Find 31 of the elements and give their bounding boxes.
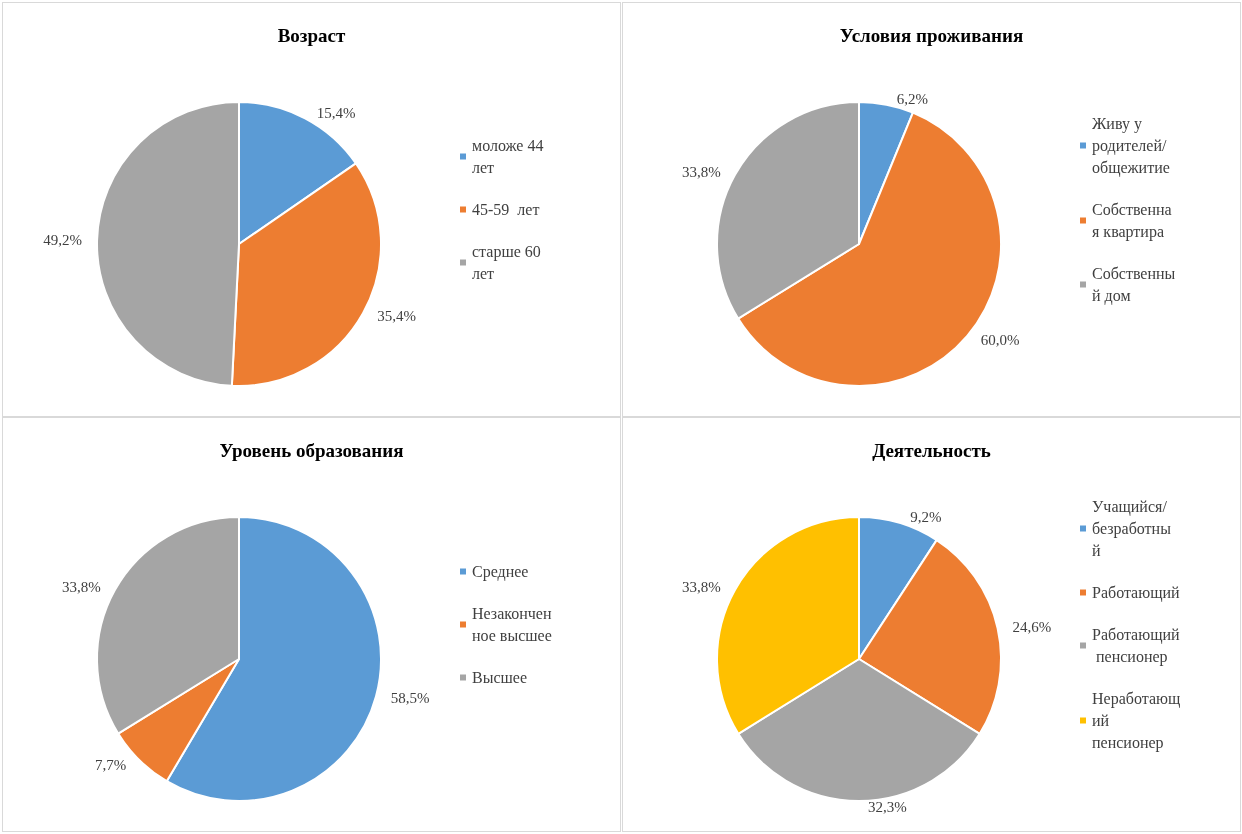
chart-title: Уровень образования bbox=[219, 440, 404, 461]
data-label: 49,2% bbox=[43, 232, 83, 249]
chart-title: Деятельность bbox=[872, 440, 991, 461]
chart-title: Условия проживания bbox=[839, 25, 1024, 46]
data-label: 33,8% bbox=[62, 578, 101, 595]
legend-label: Работающий bbox=[1092, 584, 1181, 602]
legend-label: Живу у родителей/общежитие bbox=[1092, 115, 1170, 177]
legend-label: Собственная квартира bbox=[1092, 201, 1172, 241]
data-label: 24,6% bbox=[1012, 618, 1052, 635]
legend-label: Неработающий пенсионер bbox=[1092, 690, 1181, 752]
data-label: 9,2% bbox=[910, 509, 942, 526]
data-label: 7,7% bbox=[95, 756, 127, 773]
legend-label: моложе 44 лет bbox=[472, 137, 548, 176]
data-label: 33,8% bbox=[682, 163, 721, 180]
slice-label: Работающий bbox=[1092, 626, 1181, 644]
legend-label: Среднее bbox=[472, 563, 529, 581]
data-label: 15,4% bbox=[316, 104, 356, 121]
legend-label: Незаконченное высшее bbox=[472, 605, 552, 644]
legend-label: Учащийся/безработный bbox=[1092, 498, 1172, 559]
legend-label: 45-59 лет bbox=[472, 201, 540, 218]
data-label: 33,8% bbox=[681, 579, 721, 596]
legend-label: старше 60 лет bbox=[472, 243, 545, 282]
legend-label: Собственный дом bbox=[1092, 265, 1176, 305]
legend-label: Высшее bbox=[472, 669, 528, 686]
chart-title: Возраст bbox=[277, 25, 346, 46]
category-label: пенсионер bbox=[1096, 648, 1168, 665]
data-label: 6,2% bbox=[896, 90, 928, 107]
data-label: 35,4% bbox=[377, 308, 416, 325]
data-label: 32,3% bbox=[868, 799, 907, 815]
data-label: 58,5% bbox=[390, 690, 430, 707]
data-label: 60,0% bbox=[980, 331, 1020, 348]
